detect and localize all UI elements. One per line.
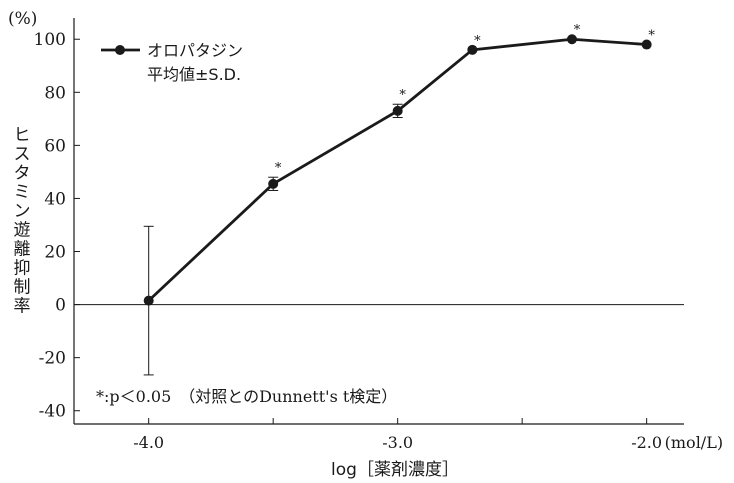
footnote: *:p＜0.05 （対照とのDunnett's t検定） [96,387,397,406]
data-point [641,39,652,50]
y-tick-label: 80 [44,83,66,103]
x-ticks: -4.0 -3.0 -2.0 [133,418,662,452]
legend-note: 平均値±S.D. [147,65,241,84]
data-points [143,34,652,306]
x-tick-label: -3.0 [382,433,413,452]
y-tick-label: 60 [44,136,66,156]
y-tick-label: -20 [39,349,66,369]
significance-marks: * * * * * [275,23,655,176]
significance-mark: * [399,88,406,103]
x-tick-label: -4.0 [133,433,164,452]
y-tick-label: 0 [55,296,66,316]
data-point [268,178,279,189]
x-axis-label: log［薬剤濃度］ [331,460,459,480]
y-tick-label: -40 [39,402,66,422]
legend-series-label: オロパタジン [147,41,243,60]
series-line [147,37,647,302]
significance-mark: * [574,23,581,38]
y-axis-label-char: ス [14,145,31,165]
y-tick-label: 100 [34,30,66,50]
y-axis-label-char: ン [14,202,31,222]
x-unit-label: (mol/L) [665,433,723,452]
y-ticks: 100 80 60 40 20 0 -20 -40 [34,30,80,422]
y-axis-label-char: 遊 [14,221,31,241]
axes [73,18,684,425]
significance-mark: * [648,29,655,44]
data-point [392,105,403,116]
error-bars [143,103,403,376]
y-tick-label: 20 [44,243,66,263]
x-tick-label: -2.0 [631,433,662,452]
data-point [566,34,577,45]
y-axis-label-char: 抑 [14,259,31,279]
y-tick-label: 40 [44,189,66,209]
y-axis-label-char: ミ [14,183,31,203]
significance-mark: * [474,34,481,49]
data-point [143,295,154,306]
legend: オロパタジン 平均値±S.D. [101,41,243,84]
y-axis-label-char: 率 [14,297,31,317]
y-axis-label-char: 制 [14,278,31,298]
y-axis-label: ヒスタミン遊離抑制率 [14,126,31,317]
y-axis-label-char: 離 [14,240,31,260]
y-unit-label: (%) [8,9,37,29]
y-axis-label-char: タ [14,164,31,184]
y-axis-label-char: ヒ [14,126,31,146]
significance-mark: * [275,161,282,176]
legend-marker [115,45,125,55]
data-point [467,44,478,55]
